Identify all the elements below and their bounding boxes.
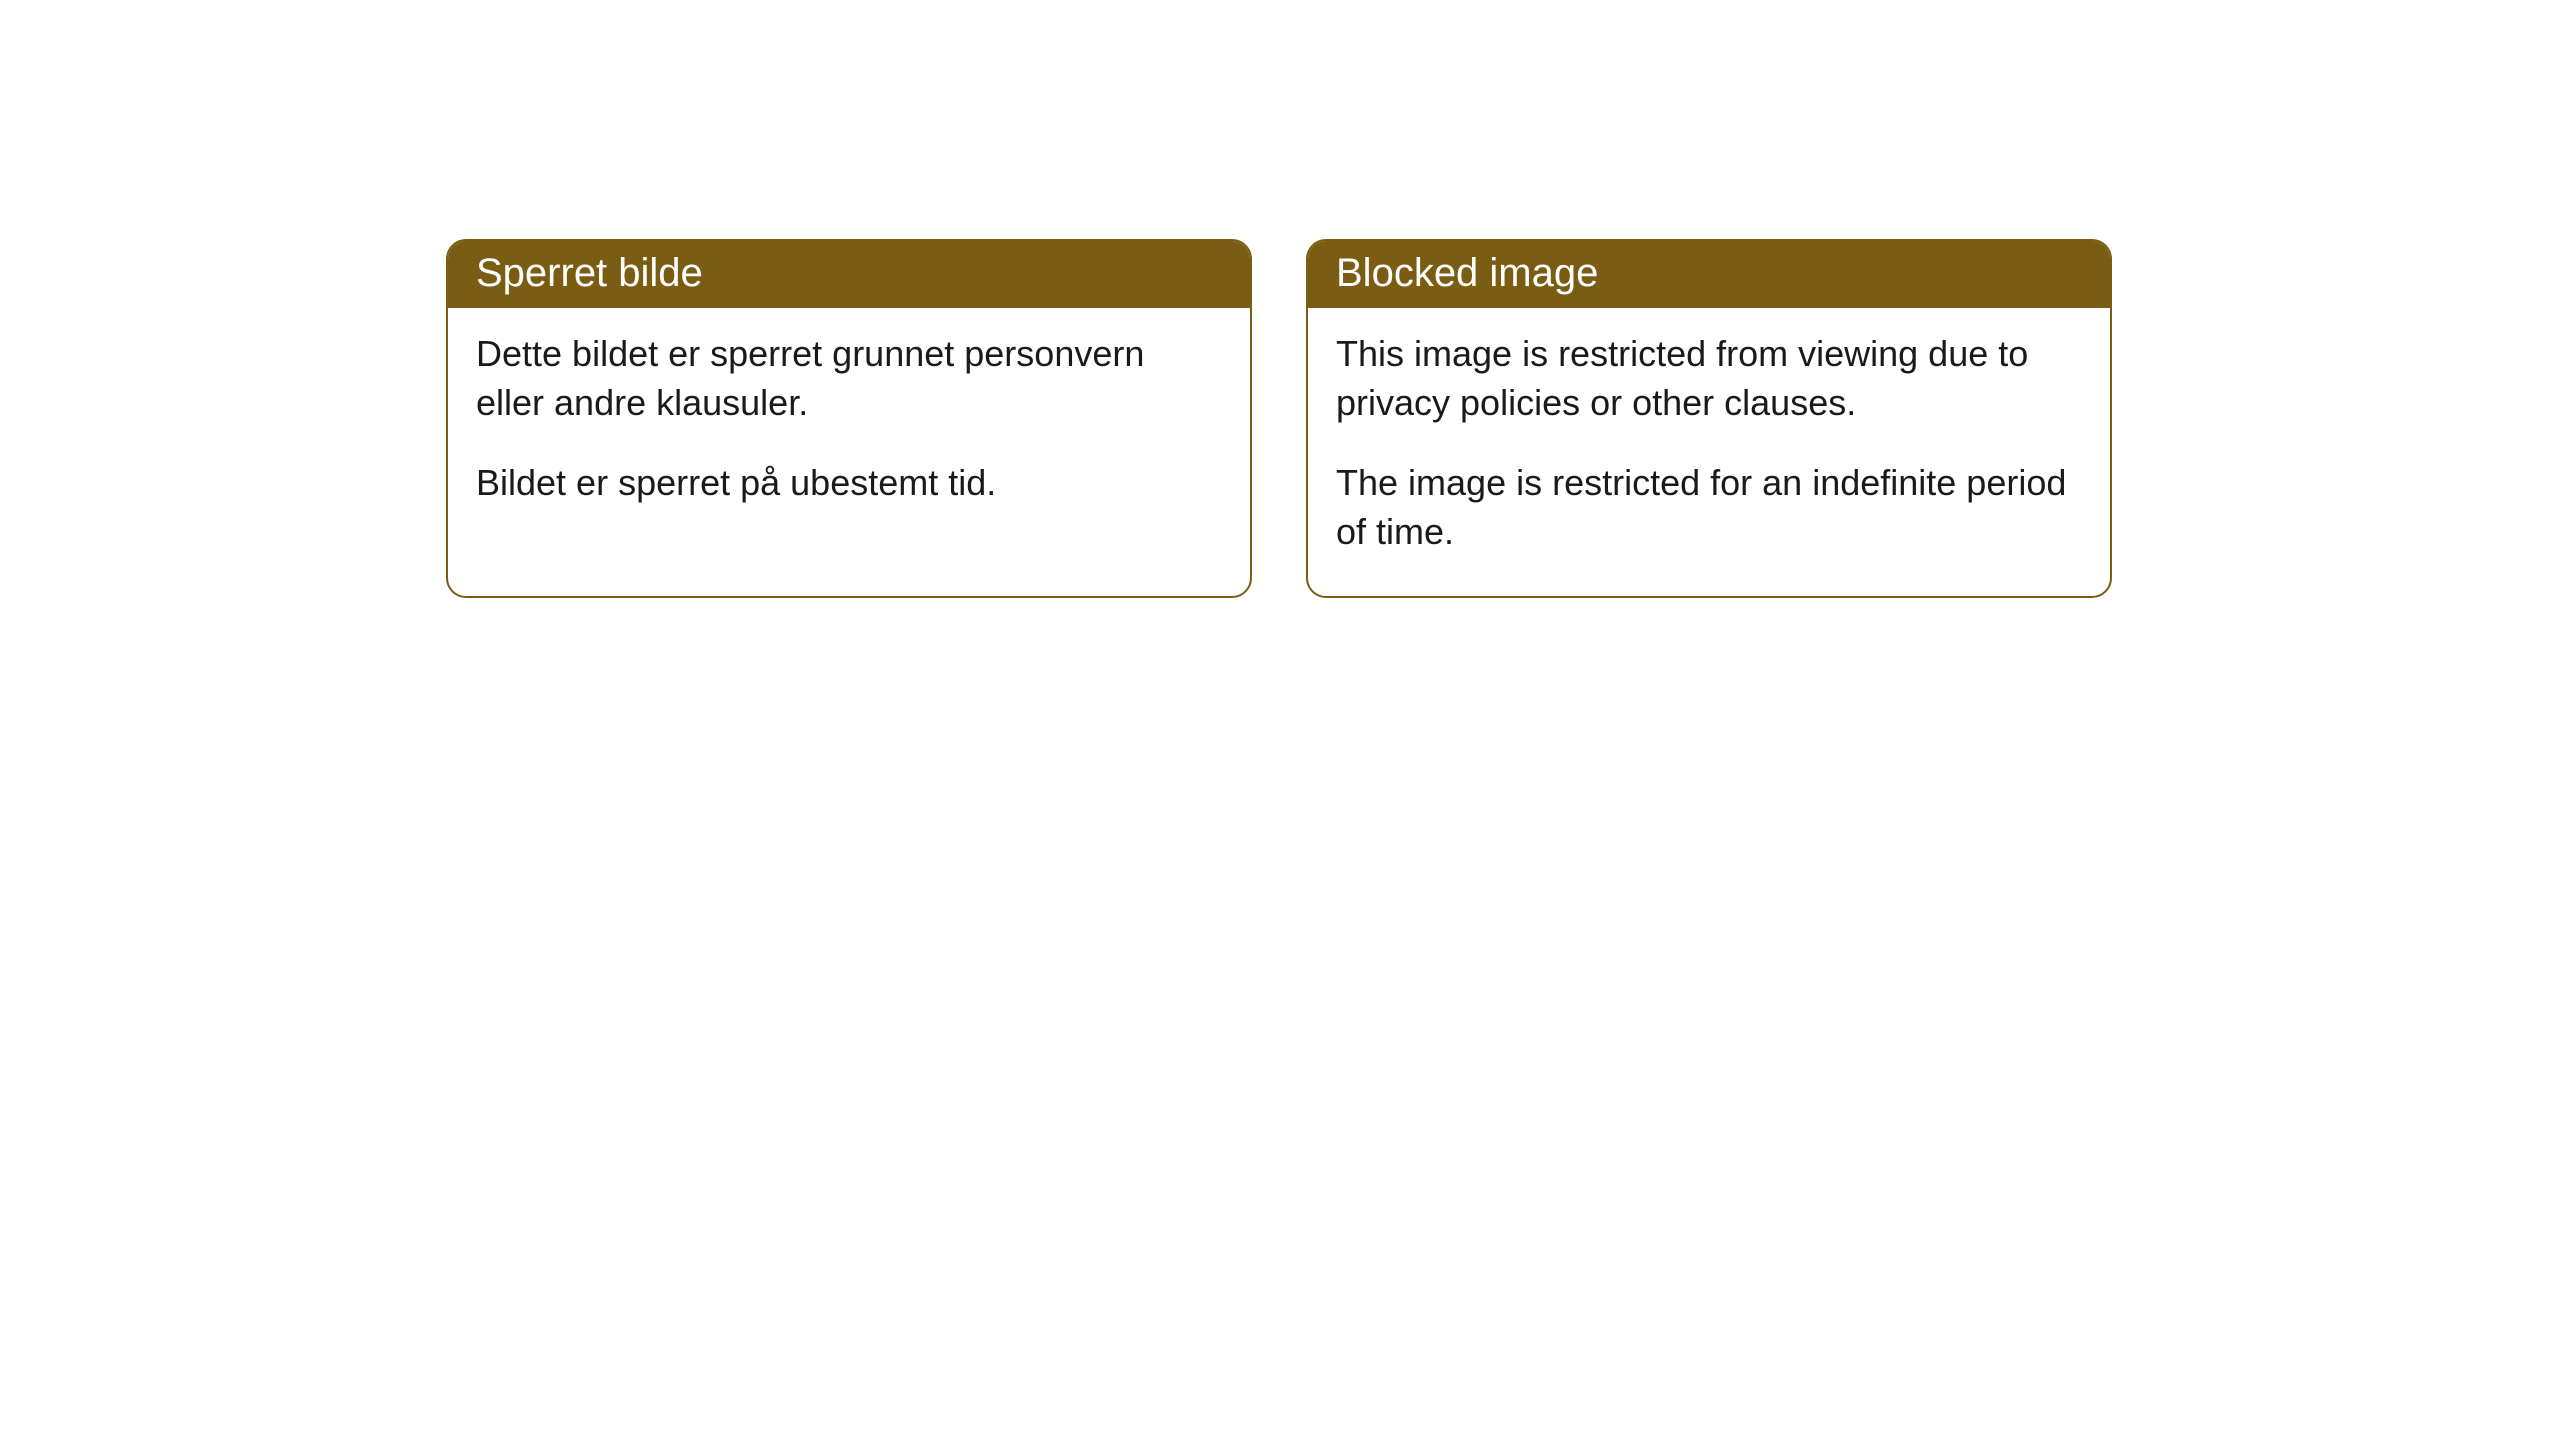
card-title: Blocked image — [1336, 251, 1598, 295]
card-paragraph: This image is restricted from viewing du… — [1336, 330, 2082, 427]
card-title: Sperret bilde — [476, 251, 703, 295]
card-body: This image is restricted from viewing du… — [1308, 308, 2110, 596]
card-paragraph: The image is restricted for an indefinit… — [1336, 459, 2082, 556]
blocked-image-card-norwegian: Sperret bilde Dette bildet er sperret gr… — [446, 239, 1252, 598]
card-header: Sperret bilde — [448, 241, 1250, 308]
card-paragraph: Dette bildet er sperret grunnet personve… — [476, 330, 1222, 427]
cards-container: Sperret bilde Dette bildet er sperret gr… — [0, 0, 2560, 598]
card-body: Dette bildet er sperret grunnet personve… — [448, 308, 1250, 548]
card-paragraph: Bildet er sperret på ubestemt tid. — [476, 459, 1222, 508]
blocked-image-card-english: Blocked image This image is restricted f… — [1306, 239, 2112, 598]
card-header: Blocked image — [1308, 241, 2110, 308]
